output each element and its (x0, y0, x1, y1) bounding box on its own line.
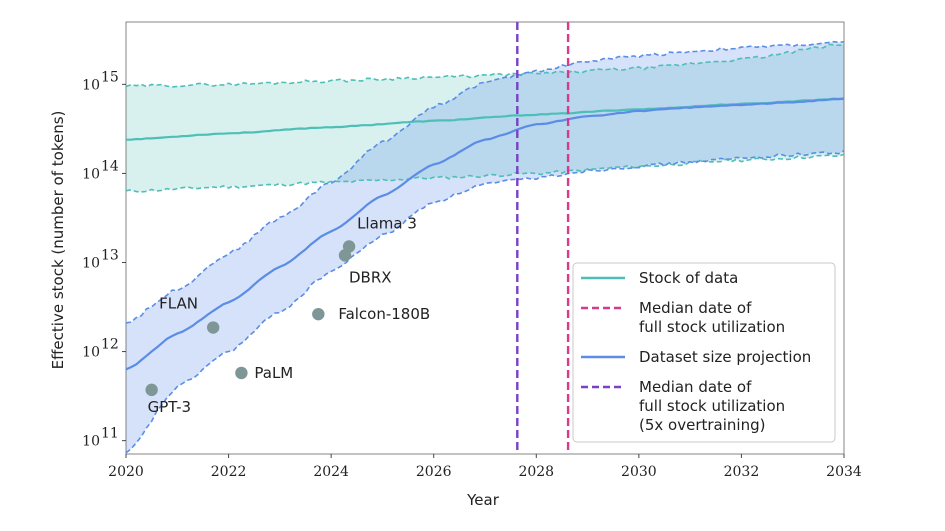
legend-label: Stock of data (639, 269, 738, 287)
x-tick-label: 2022 (211, 464, 247, 480)
plot-frame (125, 21, 845, 455)
x-axis-label: Year (466, 491, 500, 509)
model-label: GPT-3 (148, 398, 191, 416)
model-point (206, 321, 220, 334)
legend-label: (5x overtraining) (639, 416, 765, 434)
x-tick-label: 2020 (108, 464, 144, 480)
x-tick-label: 2024 (313, 464, 349, 480)
y-tick-exponent: 11 (101, 426, 119, 442)
legend-label: Dataset size projection (639, 348, 811, 366)
y-tick-label: 10 (82, 434, 100, 450)
band-lower-0 (126, 153, 844, 193)
legend-label: full stock utilization (639, 397, 785, 415)
x-tick-label: 2026 (416, 464, 452, 480)
model-points: GPT-3 FLAN PaLM Falcon-180B DBRX Llama 3 (145, 214, 430, 416)
legend-box (572, 262, 836, 443)
legend-label: Median date of (639, 299, 752, 317)
model-label: DBRX (349, 268, 392, 286)
band-upper-0 (126, 43, 844, 88)
y-tick-label: 10 (82, 77, 100, 93)
model-label: Falcon-180B (338, 305, 430, 323)
y-tick-label: 10 (82, 345, 100, 361)
y-tick-label: 10 (82, 255, 100, 271)
legend-label: Median date of (639, 378, 752, 396)
model-point (312, 307, 325, 321)
series-line-1 (126, 97, 844, 371)
model-point (235, 366, 248, 380)
band-lower-1 (126, 150, 844, 454)
x-tick-label: 2032 (724, 464, 760, 480)
model-label: Llama 3 (357, 214, 417, 232)
x-tick-label: 2028 (518, 464, 554, 480)
model-point (342, 240, 356, 253)
x-tick-label: 2030 (621, 464, 657, 480)
y-tick-label: 10 (82, 166, 100, 182)
y-tick-exponent: 14 (101, 158, 119, 174)
y-tick-exponent: 12 (101, 337, 119, 353)
band-area-1 (126, 41, 844, 453)
y-tick-exponent: 13 (101, 247, 119, 263)
model-label: FLAN (159, 295, 198, 313)
model-point (145, 383, 158, 397)
series-lines (126, 40, 844, 454)
y-tick-exponent: 15 (101, 69, 119, 85)
y-axis-label: Effective stock (number of tokens) (49, 111, 67, 370)
x-axis-ticks: 2020 2022 2024 2026 2028 2030 2032 2034 (108, 454, 862, 480)
legend-label: full stock utilization (639, 318, 785, 336)
model-label: PaLM (254, 364, 293, 382)
band-upper-1 (126, 40, 844, 324)
vertical-lines (516, 22, 570, 454)
x-tick-label: 2034 (826, 464, 862, 480)
plot-border (125, 21, 845, 455)
